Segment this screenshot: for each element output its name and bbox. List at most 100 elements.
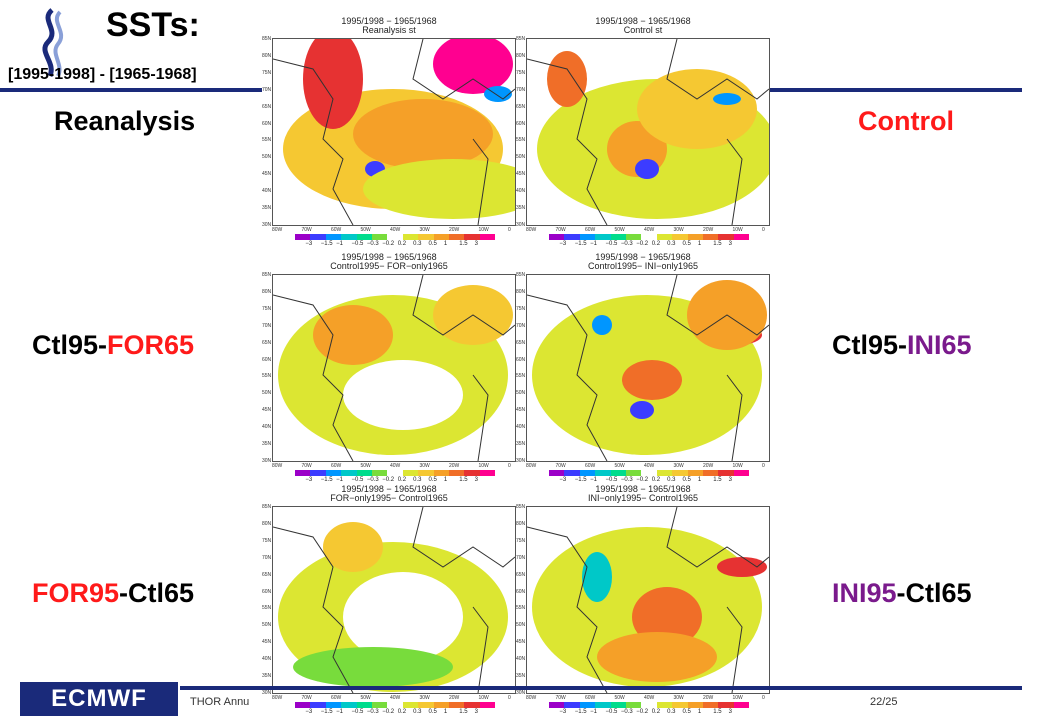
sst-anomaly-map [526,274,770,462]
colorbar-tick-label: −0.3 [366,477,379,483]
colorbar-swatch [610,470,626,476]
lon-tick-label: 50W [614,695,625,701]
lat-tick-label: 30N [516,222,526,228]
colorbar-tick-label: 3 [728,709,732,715]
anomaly-region [547,51,587,107]
lat-tick-label: 55N [262,605,272,612]
colorbar-swatch [564,702,580,708]
colorbar-swatch [310,470,326,476]
colorbar-swatch [295,234,311,240]
lat-tick-label: 80N [262,288,272,295]
colorbar-swatch [549,234,565,240]
ecmwf-swirl-icon [30,8,74,78]
colorbar-tick-label: 0.5 [682,709,691,715]
colorbar-swatch [610,234,626,240]
lat-tick-label: 45N [516,171,526,178]
sst-map-panel: 1995/1998 − 1965/1968 Control1995− INI−on… [516,252,770,487]
lon-tick-label: 60W [331,695,342,701]
colorbar [549,702,750,708]
map-svg [273,507,515,693]
colorbar-swatch [702,702,719,708]
colorbar-swatch [418,470,434,476]
colorbar-swatch [625,470,642,476]
colorbar-tick-label: 0.5 [428,477,437,483]
colorbar-tick-label: 0.2 [397,709,407,715]
lon-tick-label: 80W [526,227,537,233]
colorbar-tick-label: 0.2 [651,477,661,483]
colorbar-tick-label: −0.3 [620,241,633,247]
lat-tick-label: 70N [516,554,526,561]
sst-map-panel: 1995/1998 − 1965/1968 Control st 85N 80N 75N… [516,16,770,251]
colorbar-swatch [371,234,388,240]
lat-tick-label: 30N [262,690,272,696]
colorbar-tick-label: −3 [559,241,567,247]
coastline [527,39,769,225]
lat-tick-label: 50N [516,154,526,161]
colorbar-swatch [595,702,611,708]
lat-tick-label: 75N [516,537,526,544]
lon-tick-label: 0 [508,695,511,701]
colorbar-swatch [718,234,734,240]
lon-tick-label: 80W [272,695,283,701]
colorbar-swatch [371,702,388,708]
label-ctl95-ini65-part1: Ctl95- [832,330,908,360]
lat-tick-label: 55N [516,605,526,612]
colorbar-tick-label: 1.5 [713,241,722,247]
lon-tick-label: 20W [703,463,714,469]
panel-title-experiment: INI−only1995− Control1965 [587,493,699,503]
lat-tick-label: 70N [516,86,526,93]
colorbar-swatch [341,234,357,240]
anomaly-region [717,557,767,577]
colorbar-swatch [402,702,419,708]
colorbar-tick-label: −1.5 [320,709,333,715]
colorbar-swatch [448,470,465,476]
lat-tick-label: 80N [262,52,272,59]
sst-map-panel: 1995/1998 − 1965/1968 FOR−only1995− Contr… [262,484,516,719]
label-ctl95-for65: Ctl95-FOR65 [32,330,194,361]
lon-tick-label: 10W [732,227,743,233]
colorbar-swatch [625,234,642,240]
colorbar-tick-label: 0.3 [667,709,676,715]
panel-title-experiment: Control1995− INI−only1965 [587,261,699,271]
colorbar-swatch [718,702,734,708]
lat-tick-label: 70N [516,322,526,329]
colorbar-swatch [549,470,565,476]
period-subtitle: [1995-1998] - [1965-1968] [8,66,197,83]
lat-tick-label: 75N [262,305,272,312]
anomaly-region [343,572,463,662]
colorbar-tick-label: 0.2 [651,241,661,247]
lon-tick-label: 0 [762,463,765,469]
colorbar-swatch [641,470,657,476]
colorbar-swatch [610,702,626,708]
colorbar-swatch [387,470,403,476]
lat-tick-label: 70N [262,322,272,329]
lat-tick-label: 35N [262,441,272,448]
colorbar-tick-label: −3 [305,709,313,715]
colorbar-swatch [295,470,311,476]
label-ctl95-ini65: Ctl95-INI65 [832,330,972,361]
colorbar-swatch [672,234,688,240]
map-svg [273,39,515,225]
anomaly-region [582,552,612,602]
colorbar-tick-label: −3 [305,241,313,247]
colorbar-tick-label: 0.2 [397,477,407,483]
lat-tick-label: 85N [262,272,272,278]
coastline [527,275,769,461]
panel-title-experiment: Control1995− FOR−only1965 [330,261,448,271]
anomaly-region [637,69,757,149]
colorbar-tick-label: 3 [474,709,478,715]
colorbar-swatch [672,470,688,476]
lat-tick-label: 35N [262,673,272,680]
colorbar-swatch [402,470,419,476]
lon-tick-label: 40W [390,695,401,701]
lat-tick-label: 55N [262,373,272,380]
colorbar-tick-label: 1 [697,241,702,247]
lat-tick-label: 80N [516,52,526,59]
colorbar-swatch [595,234,611,240]
colorbar-tick-label: −0.3 [620,709,633,715]
sst-anomaly-map [526,38,770,226]
lat-tick-label: 65N [516,339,526,346]
lat-tick-label: 50N [262,154,272,161]
lat-tick-label: 80N [516,520,526,527]
lon-tick-label: 20W [703,227,714,233]
